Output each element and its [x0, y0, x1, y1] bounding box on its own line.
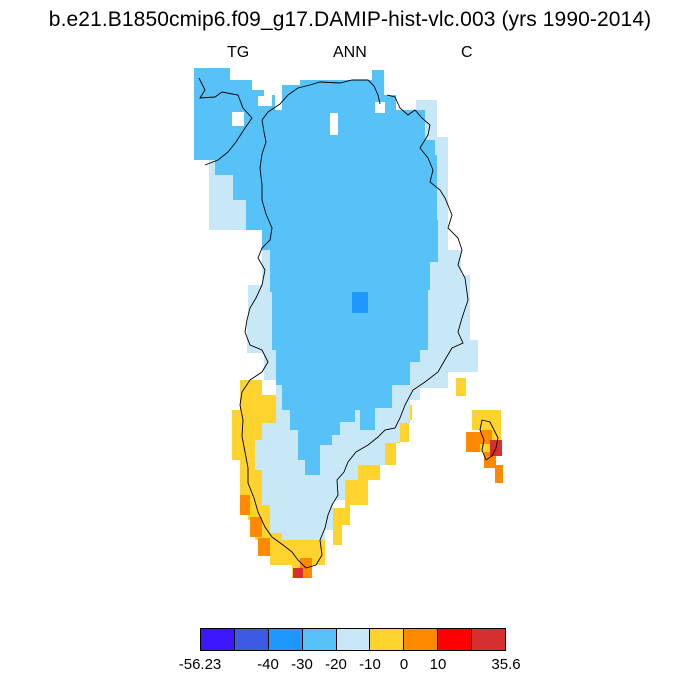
colorbar-swatch: [336, 629, 371, 650]
colorbar-tick-label: -40: [257, 656, 279, 673]
colorbar-swatch: [268, 629, 303, 650]
colorbar-swatch: [404, 629, 439, 650]
colorbar-swatch: [201, 629, 235, 650]
colorbar-tick-label: 0: [399, 656, 409, 673]
colorbar-tick-label: 10: [429, 656, 447, 673]
colorbar-swatch: [472, 629, 506, 650]
colorbar-tick-label: -10: [359, 656, 381, 673]
field-level-0-to-10: [456, 378, 466, 396]
variable-label: TG: [227, 44, 250, 61]
field-level-neg30-to-neg20: [194, 68, 438, 475]
colorbar-tick-labels: -56.23 -40 -30 -20 -10 0 10 35.6: [0, 656, 700, 676]
colorbar-tick-label: 35.6: [491, 656, 521, 673]
colorbar-swatch: [234, 629, 269, 650]
coastline: [198, 77, 499, 569]
colorbar-swatch: [370, 629, 405, 650]
plot-title: b.e21.B1850cmip6.f09_g17.DAMIP-hist-vlc.…: [48, 8, 652, 31]
colorbar-swatch: [302, 629, 337, 650]
field-level-neg40-to-neg30: [352, 292, 368, 313]
colorbar: [200, 628, 506, 651]
colorbar-tick-label: -56.23: [178, 656, 222, 673]
units-label: C: [461, 44, 473, 61]
season-label: ANN: [333, 44, 367, 61]
colorbar-tick-label: -20: [325, 656, 347, 673]
colorbar-swatch: [438, 629, 473, 650]
colorbar-tick-label: -30: [291, 656, 313, 673]
field-level-0-to-10: [232, 380, 412, 578]
